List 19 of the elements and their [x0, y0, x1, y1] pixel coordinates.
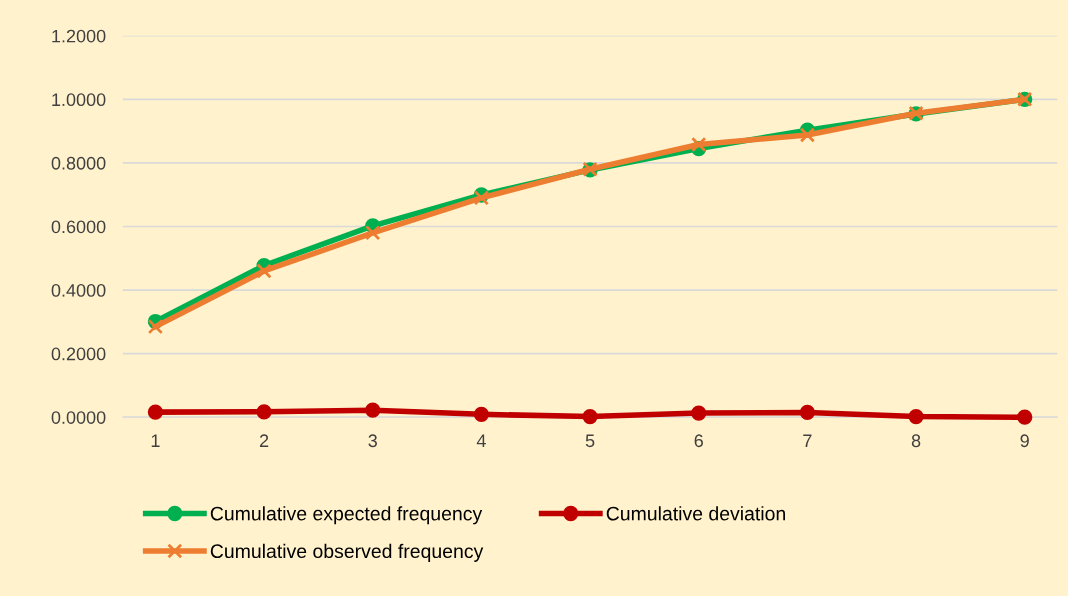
- x-tick-label: 2: [259, 434, 269, 447]
- y-tick-label: 0.0000: [51, 411, 106, 424]
- y-tick-label: 0.8000: [51, 156, 106, 170]
- x-tick-label: 7: [803, 434, 812, 447]
- y-tick-label: 1.2000: [52, 29, 106, 43]
- y-tick-label: 0.4000: [51, 283, 106, 297]
- x-tick-label: 4: [476, 434, 486, 447]
- y-tick-label: 0.6000: [51, 220, 106, 234]
- legend-label: Cumulative deviation: [606, 506, 785, 521]
- legend-label: Cumulative observed frequency: [210, 543, 484, 562]
- legend-label: Cumulative expected frequency: [210, 506, 483, 525]
- x-tick-label: 5: [585, 434, 595, 448]
- x-tick-label: 8: [911, 434, 921, 448]
- y-tick-label: 0.2000: [51, 347, 106, 361]
- x-tick-label: 6: [694, 434, 703, 448]
- x-tick-label: 1: [151, 434, 160, 447]
- x-tick-label: 9: [1020, 434, 1029, 448]
- y-tick-label: 1.0000: [52, 93, 106, 107]
- x-tick-label: 3: [368, 434, 377, 448]
